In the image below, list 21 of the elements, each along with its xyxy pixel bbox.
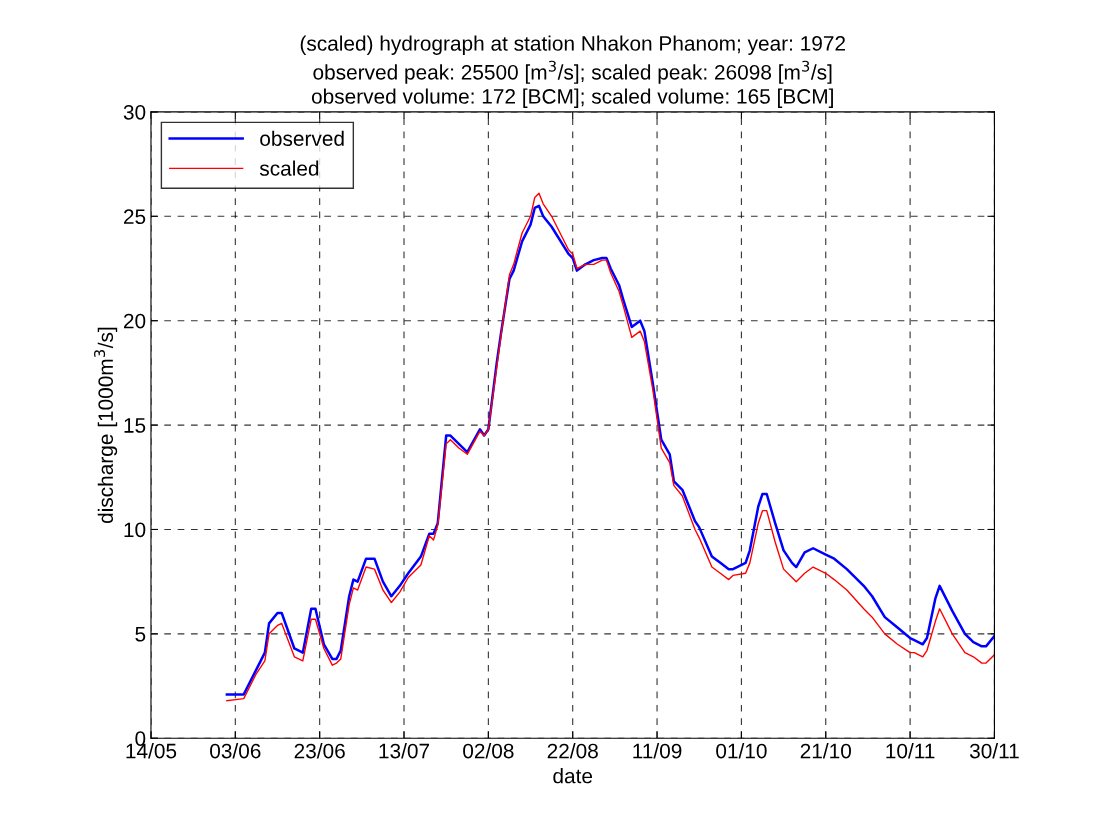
- x-tick-label: 11/09: [633, 743, 682, 759]
- y-tick-label: 20: [123, 313, 146, 329]
- y-tick-label: 25: [123, 209, 146, 225]
- y-tick-label: 5: [135, 627, 146, 642]
- y-axis-title: discharge [1000m$^{3}$/s]: [94, 327, 118, 524]
- x-tick-label: 03/06: [210, 743, 261, 759]
- x-tick-label: 23/06: [294, 743, 345, 759]
- y-tick-label: 30: [123, 104, 146, 120]
- x-tick-label: 02/08: [463, 743, 514, 759]
- x-tick-label: 21/10: [800, 743, 852, 759]
- x-axis-title: date: [553, 768, 593, 784]
- y-tick-label: 10: [124, 522, 146, 538]
- y-tick-label: 15: [124, 418, 146, 433]
- legend-label: scaled: [259, 160, 319, 176]
- legend-label: observed: [260, 130, 344, 146]
- chart-title: (scaled) hydrograph at station Nhakon Phanom; year: 1972 observed peak: 25500 [m$^{3}$/s]; scaled peak: 26098 [m$^{3}$/s] observed volume: 172 [BCM]; scaled volume: 165 [BCM]: [300, 35, 845, 108]
- x-tick-label: 01/10: [716, 743, 767, 759]
- x-tick-label: 30/11: [969, 743, 1019, 759]
- x-tick-label: 13/07: [379, 743, 430, 759]
- x-tick-label: 10/11: [886, 743, 935, 759]
- x-tick-label: 22/08: [547, 743, 598, 759]
